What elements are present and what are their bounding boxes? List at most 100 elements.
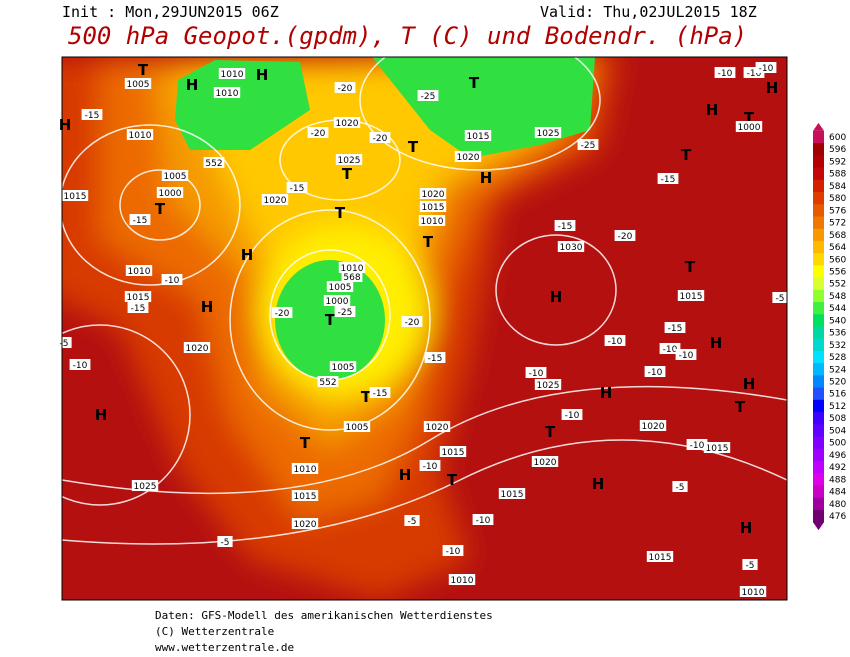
legend-level: 584 — [829, 182, 846, 192]
label-box — [772, 292, 788, 303]
label-box — [472, 514, 494, 525]
low-marker: T — [545, 423, 556, 441]
value-label: 1010 — [216, 89, 239, 99]
legend-level: 540 — [829, 316, 846, 326]
value-label: 1015 — [442, 448, 465, 458]
legend-level: 592 — [829, 157, 846, 167]
value-label: 1010 — [294, 465, 317, 475]
footer-url: www.wetterzentrale.de — [155, 641, 294, 654]
legend-swatch — [813, 314, 824, 327]
low-marker: T — [138, 61, 149, 79]
value-label: 1005 — [127, 80, 150, 90]
label-box — [291, 518, 319, 529]
high-marker: H — [740, 519, 753, 537]
legend-swatch — [813, 155, 824, 169]
legend-swatch — [813, 326, 824, 340]
value-label: 552 — [205, 159, 222, 169]
low-marker: T — [342, 165, 353, 183]
label-box — [369, 387, 391, 398]
label-box — [334, 82, 356, 93]
legend-level: 596 — [829, 145, 846, 155]
label-box — [369, 132, 391, 143]
legend-swatch — [813, 363, 824, 376]
label-box — [419, 201, 447, 212]
legend-swatch — [813, 179, 824, 193]
high-marker: H — [95, 406, 108, 424]
value-label: 1020 — [457, 153, 480, 163]
legend-level: 552 — [829, 280, 846, 290]
temperature-label: -15 — [558, 222, 573, 232]
low-marker: T — [408, 138, 419, 156]
value-label: 1000 — [326, 297, 349, 307]
map-field — [62, 57, 787, 600]
label-box — [326, 281, 354, 292]
label-box — [657, 173, 679, 184]
value-label: 1020 — [264, 196, 287, 206]
legend-level: 572 — [829, 219, 846, 229]
value-label: 1020 — [422, 190, 445, 200]
label-box — [614, 230, 636, 241]
legend-swatch — [813, 350, 824, 364]
temperature-label: -10 — [608, 337, 623, 347]
high-marker: H — [710, 334, 723, 352]
temperature-label: -15 — [661, 175, 676, 185]
legend-level: 556 — [829, 267, 846, 277]
label-box — [464, 130, 492, 141]
label-box — [61, 190, 89, 201]
high-marker: H — [706, 101, 719, 119]
label-box — [675, 349, 697, 360]
value-label: 1015 — [294, 492, 317, 502]
temperature-label: -5 — [746, 561, 755, 571]
label-box — [534, 379, 562, 390]
legend-swatch — [813, 216, 824, 230]
legend-level: 532 — [829, 341, 846, 351]
legend-level: 544 — [829, 304, 846, 314]
label-box — [577, 139, 599, 150]
legend-swatch — [813, 448, 824, 462]
label-box — [423, 421, 451, 432]
value-label: 1020 — [294, 520, 317, 530]
value-label: 1015 — [501, 490, 524, 500]
legend-level: 524 — [829, 365, 846, 375]
map-title: 500 hPa Geopot.(gpdm), T (C) und Bodendr… — [68, 22, 747, 50]
temperature-label: -5 — [221, 538, 230, 548]
label-box — [534, 127, 562, 138]
high-marker: H — [766, 79, 779, 97]
high-marker: H — [550, 288, 563, 306]
temperature-label: -5 — [676, 483, 685, 493]
temperature-label: -5 — [408, 517, 417, 527]
label-box — [323, 295, 351, 306]
label-box — [714, 67, 736, 78]
temperature-label: -15 — [428, 354, 443, 364]
value-label: 1010 — [128, 267, 151, 277]
legend-level: 500 — [829, 439, 846, 449]
legend-swatch — [813, 167, 824, 181]
temperature-label: -15 — [85, 111, 100, 121]
value-label: 1025 — [134, 482, 157, 492]
low-marker: T — [155, 200, 166, 218]
legend-arrow-top — [813, 122, 824, 131]
value-label: 1010 — [742, 588, 765, 598]
value-label: 1020 — [642, 422, 665, 432]
high-marker: H — [480, 169, 493, 187]
label-box — [525, 367, 547, 378]
label-box — [124, 78, 152, 89]
map-frame — [61, 56, 788, 601]
legend-swatch — [813, 277, 824, 291]
legend-level: 536 — [829, 329, 846, 339]
temperature-label: -15 — [668, 324, 683, 334]
high-marker: H — [600, 384, 613, 402]
label-box — [644, 366, 666, 377]
color-legend: 600 596 592 588 584 580 576 572 568 564 560 556 552 5… — [813, 122, 846, 531]
map-labels: HHHHHHHHHHHHHHHHTTTTTTTTTTTTTTTT10101005… — [56, 61, 788, 598]
label-box — [307, 127, 329, 138]
label-box — [498, 488, 526, 499]
label-box — [659, 343, 681, 354]
legend-swatch — [813, 338, 824, 352]
temperature-label: -10 — [679, 351, 694, 361]
value-label: 1015 — [649, 553, 672, 563]
label-box — [291, 490, 319, 501]
label-box — [419, 460, 441, 471]
label-box — [131, 480, 159, 491]
